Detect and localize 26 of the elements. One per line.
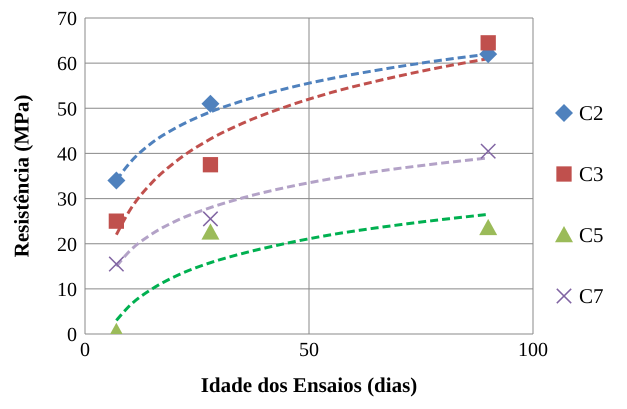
y-axis-title: Resistência (MPa) xyxy=(9,94,34,258)
point xyxy=(108,256,124,272)
y-tick-label: 40 xyxy=(57,144,77,166)
y-tick-label: 30 xyxy=(57,188,77,211)
legend-label: C7 xyxy=(579,284,604,308)
x-tick-label: 50 xyxy=(299,339,319,362)
point xyxy=(202,210,218,227)
point xyxy=(480,35,496,50)
legend-label: C2 xyxy=(579,100,604,126)
point xyxy=(479,218,498,236)
point xyxy=(108,213,124,229)
point xyxy=(480,143,496,160)
point xyxy=(201,223,220,240)
legend-label: C3 xyxy=(579,162,604,186)
point xyxy=(202,157,218,172)
y-tick-label: 70 xyxy=(57,8,77,30)
x-axis-title: Idade dos Ensaios (dias) xyxy=(200,373,418,397)
y-tick-label: 20 xyxy=(57,234,77,256)
point xyxy=(107,172,126,190)
y-tick-label: 60 xyxy=(57,53,77,76)
legend-label: C5 xyxy=(579,222,604,248)
point xyxy=(201,94,220,113)
y-tick-label: 50 xyxy=(57,98,77,120)
y-tick-label: 10 xyxy=(57,278,77,301)
y-tick-label: 0 xyxy=(67,324,77,346)
x-tick-label: 100 xyxy=(518,339,548,362)
